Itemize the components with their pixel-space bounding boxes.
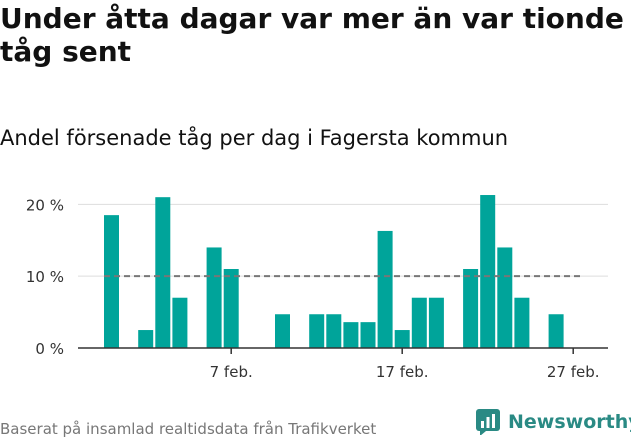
newsworthy-logo-icon — [476, 409, 500, 435]
bar-layer — [104, 195, 564, 348]
brand-logo[interactable]: Newsworthy — [476, 408, 631, 436]
bar — [480, 195, 496, 348]
brand-name: Newsworthy — [508, 411, 631, 433]
bar — [360, 322, 376, 348]
chart-title: Under åtta dagar var mer än var tionde t… — [0, 2, 624, 68]
y-tick-label: 20 % — [26, 196, 64, 214]
bar — [155, 197, 171, 348]
bar — [377, 230, 393, 348]
bar-chart: 0 % 10 % 20 % 7 feb. 17 feb. 27 feb. — [26, 195, 608, 381]
bar — [309, 314, 325, 348]
chart-subtitle: Andel försenade tåg per dag i Fagersta k… — [0, 126, 509, 150]
bar — [514, 297, 530, 348]
bar — [394, 330, 410, 348]
axis-layer: 0 % 10 % 20 % 7 feb. 17 feb. 27 feb. — [26, 196, 608, 381]
bar — [411, 297, 427, 348]
bar — [548, 314, 564, 348]
bar — [497, 247, 513, 348]
bar — [463, 269, 479, 348]
bar — [343, 322, 359, 348]
bar — [428, 297, 444, 348]
y-tick-label: 0 % — [35, 340, 64, 358]
bar — [172, 297, 188, 348]
x-tick-label: 17 feb. — [376, 363, 429, 381]
source-note: Baserat på insamlad realtidsdata från Tr… — [0, 420, 377, 438]
bar — [206, 247, 222, 348]
y-tick-label: 10 % — [26, 268, 64, 286]
x-tick-label: 7 feb. — [210, 363, 253, 381]
x-tick-label: 27 feb. — [547, 363, 600, 381]
bar — [326, 314, 342, 348]
bar — [275, 314, 290, 348]
bar — [104, 215, 119, 348]
bar — [223, 269, 239, 348]
bar — [138, 330, 154, 348]
